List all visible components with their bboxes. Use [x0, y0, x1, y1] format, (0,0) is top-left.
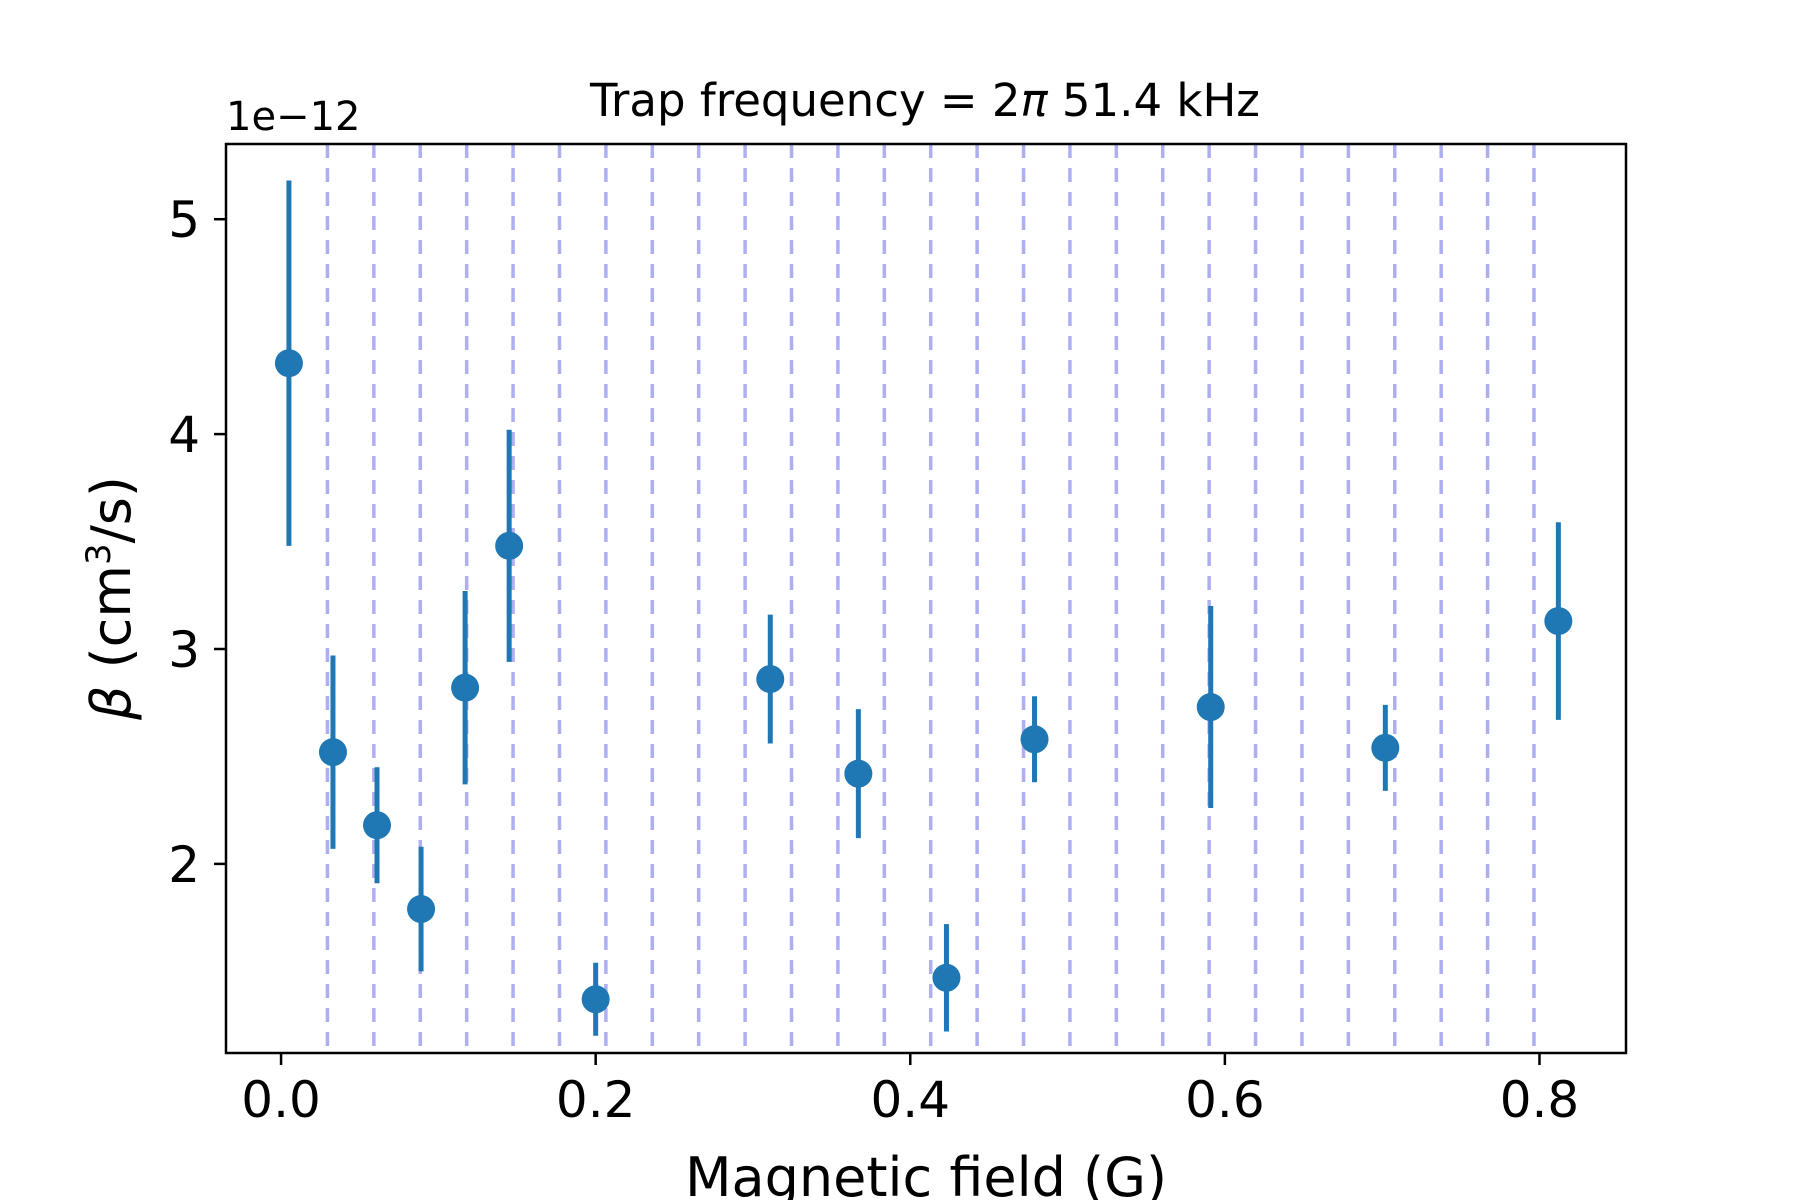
vertical-guide-lines — [325, 144, 1536, 1053]
data-point — [1544, 607, 1573, 636]
chart-title-symbol: π — [1021, 74, 1049, 127]
y-tick-label: 4 — [168, 406, 200, 464]
x-tick-label: 0.0 — [241, 1071, 321, 1129]
y-tick-label: 2 — [168, 836, 200, 894]
y-axis-label-symbol: β — [80, 686, 143, 721]
y-axis-ticks: 2 3 4 5 — [168, 191, 226, 894]
y-axis-label: β (cm3/s) — [79, 476, 143, 721]
y-offset-text: 1e−12 — [226, 94, 360, 140]
y-tick-label: 3 — [168, 621, 200, 679]
data-points — [274, 349, 1573, 1014]
chart-title: Trap frequency = 2π 51.4 kHz — [589, 74, 1260, 127]
data-point — [1020, 725, 1049, 754]
data-point — [407, 895, 436, 924]
chart-title-prefix: Trap frequency = 2 — [589, 74, 1020, 127]
error-bars — [286, 180, 1561, 1036]
y-axis-label-suffix: /s) — [80, 476, 143, 543]
data-point — [1196, 693, 1225, 722]
data-point — [363, 811, 392, 840]
data-point — [1371, 733, 1400, 762]
data-point — [756, 665, 785, 694]
data-point — [932, 963, 961, 992]
x-tick-label: 0.4 — [871, 1071, 951, 1129]
y-tick-label: 5 — [168, 191, 200, 249]
data-point — [581, 985, 610, 1014]
y-axis-label-prefix: (cm — [80, 565, 143, 686]
data-point — [318, 738, 347, 767]
chart-title-suffix: 51.4 kHz — [1048, 74, 1260, 127]
plot-frame — [224, 142, 1628, 1055]
x-tick-label: 0.8 — [1500, 1071, 1580, 1129]
data-point — [451, 673, 480, 702]
x-tick-label: 0.6 — [1185, 1071, 1265, 1129]
data-point — [495, 531, 524, 560]
x-axis-label: Magnetic field (G) — [685, 1146, 1167, 1200]
data-point — [274, 349, 303, 378]
data-point — [844, 759, 873, 788]
x-tick-label: 0.2 — [556, 1071, 636, 1129]
y-axis-label-sup: 3 — [79, 543, 119, 565]
x-axis-ticks: 0.0 0.2 0.4 0.6 0.8 — [241, 1053, 1579, 1129]
